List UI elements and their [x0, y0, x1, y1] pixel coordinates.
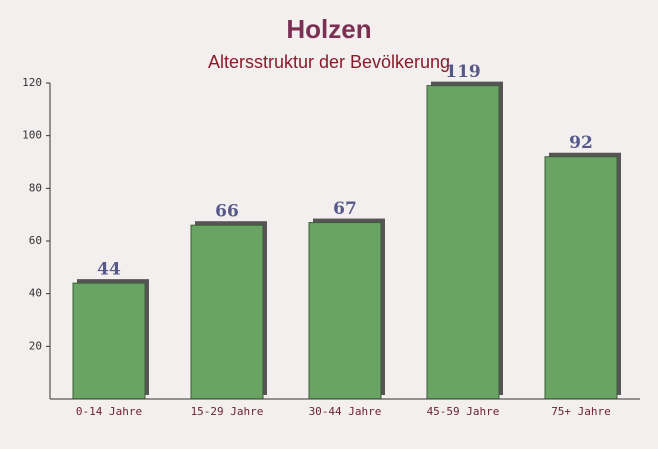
bar	[308, 222, 382, 400]
value-label: 66	[215, 202, 239, 222]
y-tick-label: 120	[22, 76, 42, 89]
value-label: 92	[569, 133, 593, 153]
chart-title: Holzen	[286, 14, 371, 44]
x-tick-label: 45-59 Jahre	[427, 405, 500, 418]
y-tick-label: 40	[29, 287, 42, 300]
chart-subtitle: Altersstruktur der Bevölkerung	[208, 52, 450, 72]
bar	[426, 85, 500, 400]
bar	[190, 224, 264, 400]
bar	[72, 282, 146, 400]
value-label: 67	[333, 199, 357, 219]
y-tick-label: 60	[29, 234, 42, 247]
y-tick-label: 100	[22, 129, 42, 142]
y-tick-label: 80	[29, 181, 42, 194]
x-tick-label: 75+ Jahre	[551, 405, 611, 418]
x-tick-label: 0-14 Jahre	[76, 405, 142, 418]
value-label: 44	[97, 260, 121, 280]
x-tick-label: 15-29 Jahre	[191, 405, 264, 418]
value-label: 119	[445, 62, 481, 82]
bar	[544, 156, 618, 400]
x-tick-label: 30-44 Jahre	[309, 405, 382, 418]
y-tick-label: 20	[29, 339, 42, 352]
